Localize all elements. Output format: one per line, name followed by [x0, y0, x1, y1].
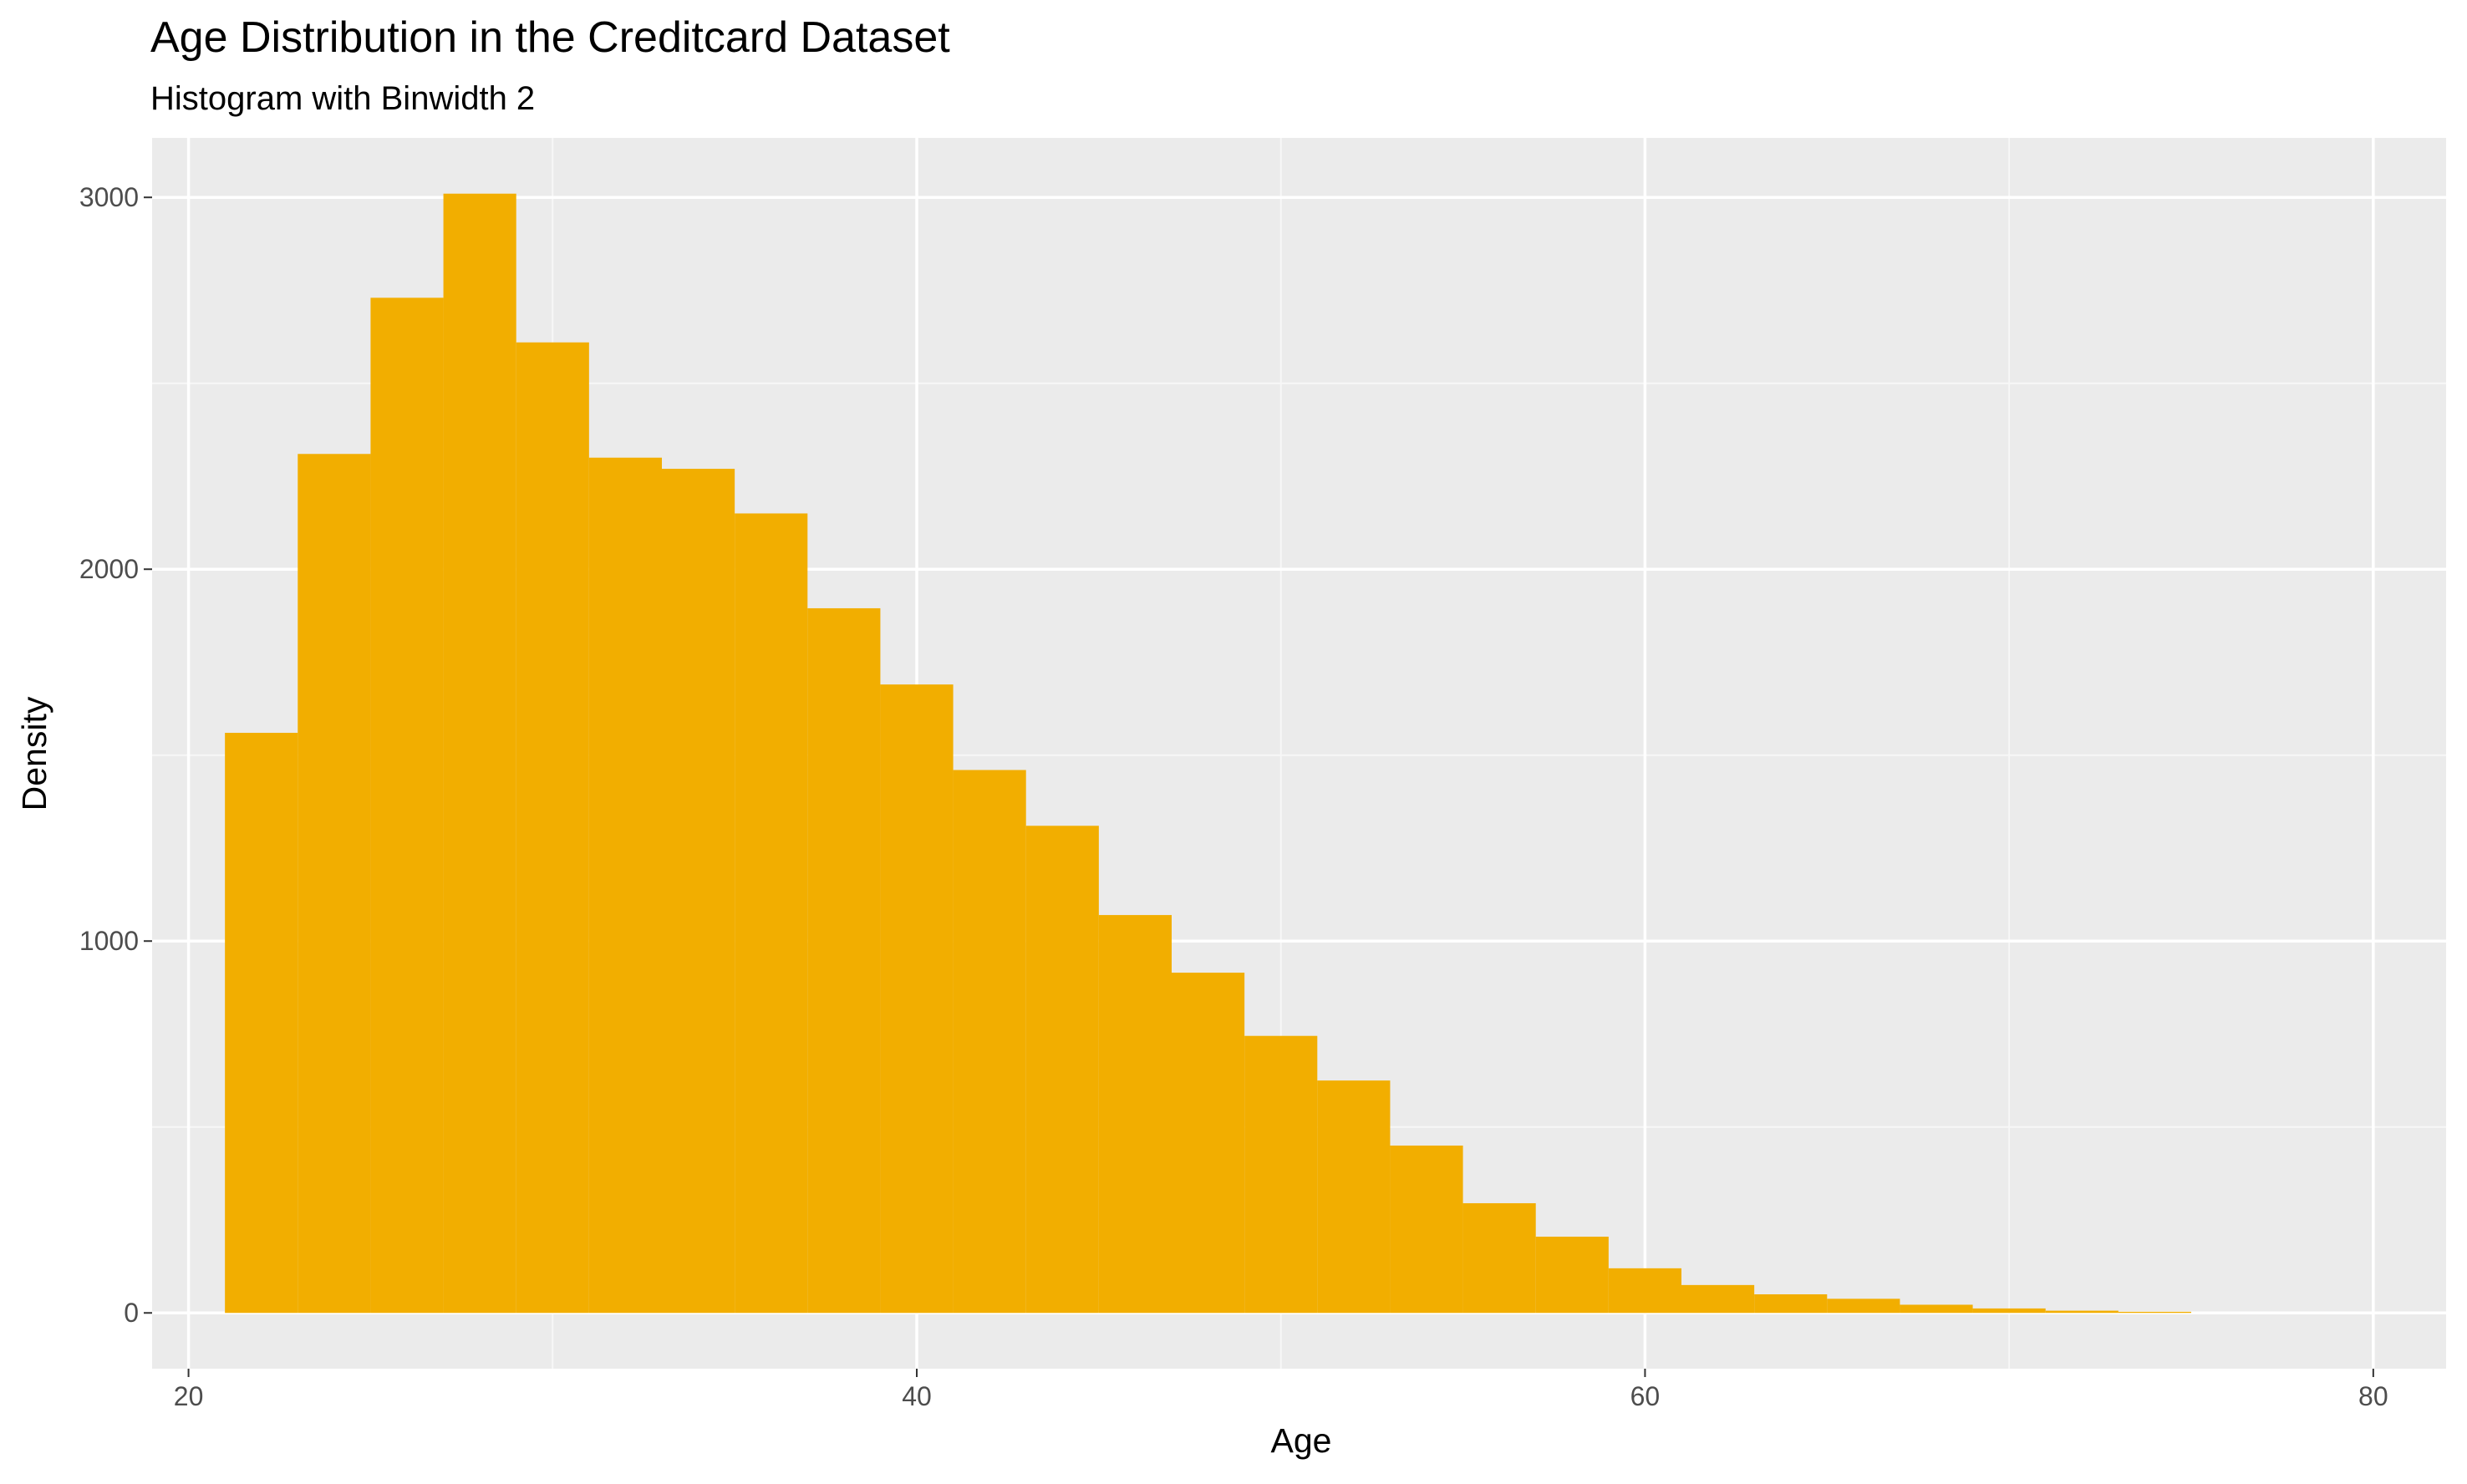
y-axis: 0 1000 2000 3000 [79, 182, 152, 1328]
histogram-bar [370, 297, 444, 1314]
x-axis: 20 40 60 80 [174, 1369, 2388, 1411]
chart-subtitle: Histogram with Binwidth 2 [150, 80, 535, 117]
histogram-bar [443, 193, 516, 1314]
histogram-bar [2118, 1311, 2191, 1314]
histogram-bar [1900, 1304, 1973, 1314]
histogram-bar [225, 733, 298, 1314]
x-tick-label: 80 [2358, 1381, 2388, 1411]
histogram-bar [662, 469, 735, 1314]
histogram-bar [1098, 915, 1172, 1314]
x-tick-label: 20 [174, 1381, 204, 1411]
histogram-bar [1681, 1284, 1755, 1314]
histogram-bar [1972, 1308, 2046, 1314]
y-tick-label: 1000 [79, 926, 139, 956]
histogram-bar [2045, 1310, 2119, 1314]
histogram-bar [1025, 826, 1099, 1314]
y-tick-label: 0 [124, 1298, 139, 1328]
histogram-bar [588, 457, 662, 1314]
histogram-bar [953, 770, 1026, 1314]
histogram-bar [1462, 1202, 1536, 1314]
histogram-bar [1172, 973, 1245, 1314]
x-tick-label: 40 [902, 1381, 932, 1411]
histogram-bar [298, 454, 371, 1314]
histogram-bar [516, 342, 589, 1314]
y-tick-label: 2000 [79, 554, 139, 584]
histogram-bars [225, 193, 2191, 1314]
x-tick-label: 60 [1630, 1381, 1661, 1411]
histogram-bar [1244, 1035, 1318, 1314]
histogram-bar [1317, 1080, 1391, 1314]
histogram-bar [1754, 1293, 1828, 1314]
histogram-bar [1608, 1268, 1681, 1314]
histogram-bar [807, 607, 881, 1314]
histogram-bar [1827, 1298, 1900, 1314]
x-axis-title: Age [1271, 1421, 1332, 1460]
y-axis-title: Density [15, 696, 53, 811]
histogram-bar [1390, 1145, 1463, 1314]
histogram-bar [880, 684, 954, 1314]
histogram-bar [1535, 1237, 1609, 1314]
histogram-bar [735, 513, 808, 1314]
chart-title: Age Distribution in the Creditcard Datas… [150, 13, 950, 62]
y-tick-label: 3000 [79, 182, 139, 212]
